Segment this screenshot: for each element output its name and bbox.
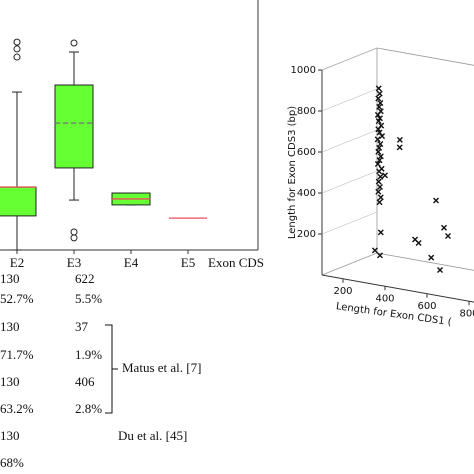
- point: [376, 157, 383, 164]
- point: [375, 148, 382, 155]
- point: [433, 197, 440, 204]
- table-cell: 130: [0, 428, 20, 443]
- point: [374, 136, 381, 143]
- table-cell: 130: [0, 374, 20, 389]
- group-label: Du et al. [45]: [118, 428, 187, 443]
- box: [0, 186, 37, 217]
- point: [441, 224, 448, 231]
- point: [376, 199, 383, 206]
- table-cell: 68%: [0, 455, 24, 470]
- y-axis-title: Length for Exon CDS3 (bp): [287, 106, 298, 239]
- point: [377, 173, 384, 180]
- point: [375, 118, 382, 125]
- point: [376, 103, 383, 110]
- point: [375, 178, 382, 185]
- y-tick-label: 600: [297, 147, 316, 158]
- point: [376, 90, 383, 97]
- point: [396, 136, 403, 143]
- outlier: [70, 228, 78, 236]
- point: [377, 194, 384, 201]
- point: [437, 267, 444, 274]
- point: [428, 254, 435, 261]
- point: [375, 95, 382, 102]
- point: [376, 252, 383, 259]
- point: [374, 111, 381, 118]
- point: [374, 161, 381, 168]
- point: [377, 153, 384, 160]
- table-cell: 37: [75, 319, 89, 334]
- table-cell: 71.7%: [0, 347, 34, 362]
- point: [379, 133, 386, 140]
- table-cell: 406: [75, 374, 95, 389]
- outlier: [13, 53, 21, 61]
- table-cell: 1.9%: [75, 347, 102, 362]
- table-cell: 622: [75, 271, 95, 286]
- point: [375, 126, 382, 133]
- frame-line: [376, 47, 474, 66]
- x-tick-label: 400: [375, 293, 394, 304]
- table-cell: 130: [0, 271, 20, 286]
- point: [375, 85, 382, 92]
- outlier: [13, 38, 21, 46]
- x-tick-label: E2: [10, 255, 24, 270]
- point: [371, 247, 378, 254]
- y-tick-label: 400: [297, 188, 316, 199]
- point: [382, 172, 388, 179]
- point: [376, 183, 383, 190]
- x-tick-label: E4: [124, 255, 139, 270]
- x-tick-label: E5: [181, 255, 195, 270]
- point: [377, 229, 384, 236]
- x-tick-label: 600: [417, 301, 436, 312]
- group-label: Matus et al. [7]: [122, 360, 201, 375]
- point: [377, 140, 384, 147]
- x-tick-label: E3: [67, 255, 81, 270]
- x-tick-label: 800: [459, 308, 474, 319]
- axis-line: [321, 274, 474, 303]
- point: [375, 188, 382, 195]
- grid-line: [321, 211, 378, 235]
- grid-line: [321, 88, 378, 112]
- table-cell: 5.5%: [75, 291, 102, 306]
- y-tick-label: 200: [297, 229, 316, 240]
- y-tick-label: 1000: [291, 65, 316, 76]
- point: [415, 240, 422, 247]
- table-cell: 130: [0, 319, 20, 334]
- grid-line: [321, 47, 378, 71]
- table-cell: 52.7%: [0, 291, 34, 306]
- point: [445, 233, 451, 239]
- point: [377, 99, 384, 106]
- group-bracket: [105, 324, 118, 414]
- outlier: [70, 234, 78, 242]
- frame-line: [321, 252, 378, 276]
- outlier: [70, 39, 78, 47]
- outlier: [13, 45, 21, 53]
- box: [54, 84, 94, 169]
- y-tick-label: 800: [297, 106, 316, 117]
- frame-line: [376, 252, 474, 271]
- point: [376, 129, 383, 136]
- grid-line: [321, 129, 378, 153]
- x-tick-label: 200: [333, 286, 352, 297]
- x-axis-title: Exon CDS: [208, 255, 264, 270]
- grid-line: [321, 170, 378, 194]
- table-cell: 63.2%: [0, 401, 34, 416]
- point: [376, 168, 383, 175]
- table-cell: 2.8%: [75, 401, 102, 416]
- point: [396, 144, 403, 151]
